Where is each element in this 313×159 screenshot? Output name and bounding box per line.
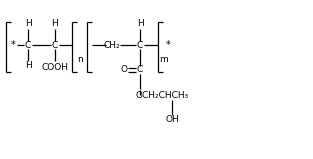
Text: C: C	[52, 41, 58, 49]
Text: H: H	[25, 20, 31, 28]
Text: C: C	[137, 66, 143, 75]
Text: OCH₂CHCH₃: OCH₂CHCH₃	[136, 90, 189, 100]
Text: *: *	[11, 40, 15, 50]
Text: OH: OH	[165, 115, 179, 124]
Text: COOH: COOH	[42, 62, 69, 72]
Text: m: m	[160, 55, 168, 65]
Text: H: H	[25, 62, 31, 70]
Text: O: O	[121, 66, 127, 75]
Text: C: C	[137, 41, 143, 49]
Text: H: H	[137, 20, 143, 28]
Text: H: H	[52, 20, 59, 28]
Text: n: n	[77, 55, 83, 65]
Text: *: *	[166, 40, 170, 50]
Text: C: C	[25, 41, 31, 49]
Text: CH₂: CH₂	[104, 41, 120, 49]
